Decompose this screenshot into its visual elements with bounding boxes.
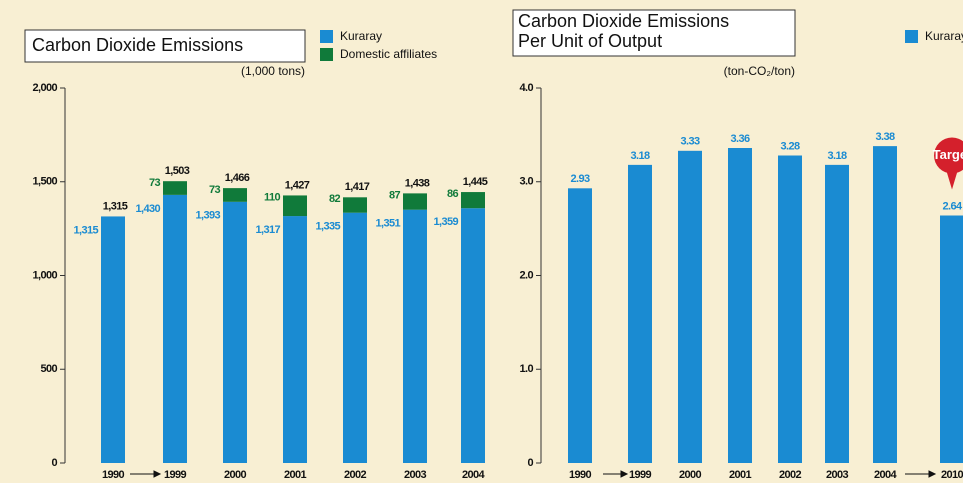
value-label: 73 xyxy=(149,177,161,189)
x-tick-label: 2004 xyxy=(874,469,898,481)
chart-title: Per Unit of Output xyxy=(518,31,662,51)
bar-segment xyxy=(461,208,485,463)
title-box xyxy=(24,29,306,63)
y-tick-label: 0 xyxy=(527,457,533,469)
x-tick-label: 1999 xyxy=(164,469,187,481)
y-tick-label: 1,500 xyxy=(32,176,57,188)
chart-title: Carbon Dioxide Emissions xyxy=(518,11,729,31)
y-tick-label: 1,000 xyxy=(32,269,57,281)
bar-segment xyxy=(403,209,427,463)
y-tick-label: 500 xyxy=(40,363,57,375)
x-tick-label: 2004 xyxy=(462,469,486,481)
value-label: 3.28 xyxy=(780,140,799,152)
unit: (1,000 tons) xyxy=(241,64,305,78)
x-tick-label: 1999 xyxy=(629,469,652,481)
bar-segment xyxy=(283,195,307,217)
value-label: 2.93 xyxy=(570,173,589,185)
x-tick-label: 1990 xyxy=(102,469,125,481)
bar xyxy=(873,146,897,463)
x-tick-label: 2010 xyxy=(941,469,963,481)
annotation: Target xyxy=(933,147,963,162)
value-label: 86 xyxy=(447,188,459,200)
bar xyxy=(568,188,592,463)
bar xyxy=(825,164,849,463)
x-tick-label: 2003 xyxy=(404,469,427,481)
value-label: 1,430 xyxy=(135,203,160,215)
total-label: 1,503 xyxy=(165,165,190,177)
value-label: 3.36 xyxy=(730,133,749,145)
arrows xyxy=(130,470,937,478)
total-label: 1,438 xyxy=(405,177,430,189)
bar-segment xyxy=(163,194,187,463)
x-tick-label: 2002 xyxy=(344,469,367,481)
total-label: 1,466 xyxy=(225,172,250,184)
bar-segment xyxy=(403,193,427,210)
value-label: 3.18 xyxy=(827,150,846,162)
x-tick-label: 2003 xyxy=(826,469,849,481)
legend-label: Domestic affiliates xyxy=(340,47,437,61)
annotation-balloon xyxy=(934,137,963,174)
y-tick-label: 2.0 xyxy=(520,269,534,281)
total-label: 1,445 xyxy=(463,176,488,188)
legend-swatch xyxy=(320,48,333,61)
total-label: 1,427 xyxy=(285,179,310,191)
total-label: 1,417 xyxy=(345,181,370,193)
title-box xyxy=(512,9,796,57)
bar xyxy=(678,150,702,463)
x-tick-label: 2002 xyxy=(779,469,802,481)
y-tick-label: 2,000 xyxy=(32,82,57,94)
bar xyxy=(728,148,752,463)
y-tick-label: 1.0 xyxy=(520,363,534,375)
value-label: 1,317 xyxy=(255,224,280,236)
y-tick-label: 3.0 xyxy=(520,176,534,188)
value-label: 3.38 xyxy=(875,131,894,143)
bar-segment xyxy=(223,201,247,463)
value-label: 3.33 xyxy=(680,136,699,148)
value-label: 1,359 xyxy=(433,216,458,228)
value-label: 1,393 xyxy=(195,210,220,222)
bar-segment xyxy=(101,216,125,463)
value-label: 1,351 xyxy=(375,218,400,230)
value-label: 3.18 xyxy=(630,150,649,162)
y-tick-label: 4.0 xyxy=(520,82,534,94)
total-label: 1,315 xyxy=(103,200,128,212)
chart-title: Carbon Dioxide Emissions xyxy=(32,35,243,55)
unit: (ton-CO₂/ton) xyxy=(724,64,795,78)
y-tick-label: 0 xyxy=(51,457,57,469)
bar xyxy=(628,164,652,463)
x-tick-label: 1990 xyxy=(569,469,592,481)
value-label: 1,335 xyxy=(315,221,340,233)
x-tick-label: 2001 xyxy=(284,469,307,481)
bar-segment xyxy=(283,216,307,463)
value-label: 82 xyxy=(329,193,341,205)
legend-label: Kuraray xyxy=(925,29,963,43)
x-tick-label: 2000 xyxy=(224,469,247,481)
value-label: 73 xyxy=(209,184,221,196)
value-label: 2.64 xyxy=(942,200,962,212)
bar xyxy=(940,215,963,463)
x-tick-label: 2001 xyxy=(729,469,752,481)
bar-segment xyxy=(163,181,187,195)
bar xyxy=(778,155,802,463)
x-tick-label: 2000 xyxy=(679,469,702,481)
bar-segment xyxy=(343,197,367,213)
bar-segment xyxy=(223,188,247,202)
legend-swatch xyxy=(320,30,333,43)
value-label: 1,315 xyxy=(73,224,98,236)
legend-swatch xyxy=(905,30,918,43)
annotation-balloon xyxy=(946,169,958,190)
value-label: 110 xyxy=(264,191,280,203)
bar-segment xyxy=(343,212,367,463)
legend-label: Kuraray xyxy=(340,29,382,43)
value-label: 87 xyxy=(389,189,401,201)
bar-segment xyxy=(461,192,485,209)
